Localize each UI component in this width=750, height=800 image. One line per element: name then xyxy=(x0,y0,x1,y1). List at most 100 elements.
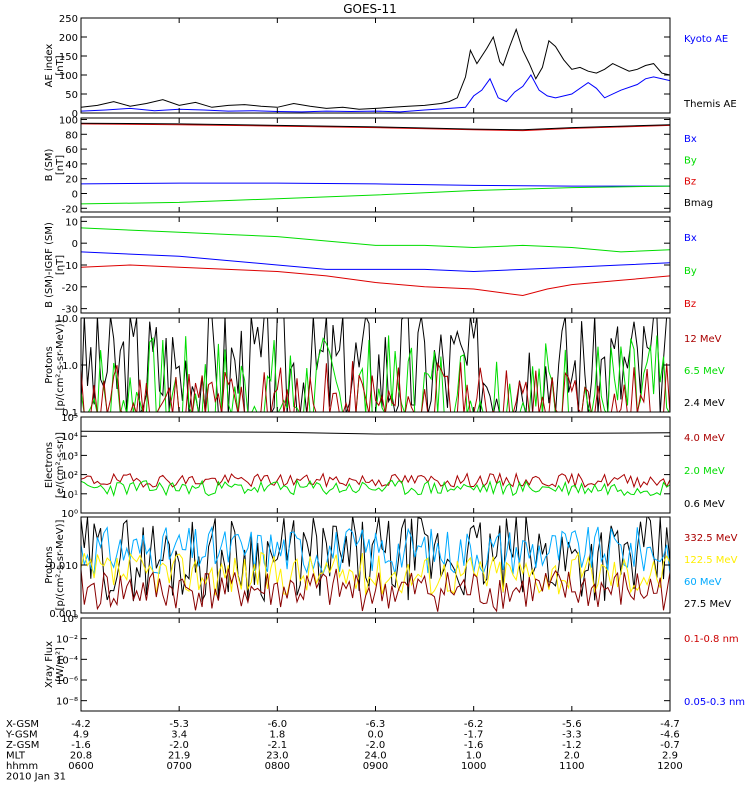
y-tick-label: 10⁰ xyxy=(61,614,78,625)
y-tick-label: 100 xyxy=(59,115,78,126)
ephem-value: 0600 xyxy=(68,761,93,772)
series-group xyxy=(81,430,670,498)
y-tick-label: 10.0 xyxy=(56,314,78,325)
y-tick-label: 10⁰ xyxy=(61,509,78,520)
y-tick-label: 50 xyxy=(65,90,78,101)
ephem-label: Y-GSM xyxy=(5,730,38,741)
ephem-value: 1.8 xyxy=(269,730,285,741)
legend-item: 12 MeV xyxy=(684,334,722,345)
ephem-value: 21.9 xyxy=(168,751,190,762)
ephem-value: 0700 xyxy=(166,761,191,772)
y-tick-label: 80 xyxy=(65,130,78,141)
y-tick-label: 200 xyxy=(59,33,78,44)
ephem-value: 0900 xyxy=(363,761,388,772)
plot-title: GOES-11 xyxy=(343,2,397,16)
series-bx xyxy=(81,251,670,273)
legend-item: 27.5 MeV xyxy=(684,599,731,610)
legend-item: Kyoto AE xyxy=(684,34,728,45)
legend-item: 6.5 MeV xyxy=(684,366,725,377)
y-tick-label: 10¹ xyxy=(61,490,78,501)
ephem-value: -6.2 xyxy=(464,719,484,730)
ephem-value: 1000 xyxy=(461,761,486,772)
plot-date: 2010 Jan 31 xyxy=(6,772,66,783)
y-axis-label: AE index[nT] xyxy=(44,44,66,88)
y-tick-label: 10⁻⁸ xyxy=(56,697,78,708)
ephem-value: 20.8 xyxy=(70,751,92,762)
legend-item: 2.0 MeV xyxy=(684,466,725,477)
legend-item: Themis AE xyxy=(683,99,737,110)
y-tick-label: -10 xyxy=(62,261,78,272)
ephem-value: -4.7 xyxy=(660,719,680,730)
ephem-value: 4.9 xyxy=(73,730,89,741)
ephem-value: 2.0 xyxy=(564,751,580,762)
y-axis-label: Protons[p/(cm²-s-sr-MeV)] xyxy=(44,319,66,410)
series-332-5-mev xyxy=(81,568,670,613)
y-tick-label: 10² xyxy=(61,471,78,482)
panel-electrons: 10⁰ 10¹ 10² 10³ 10⁴ 10⁵ Electrons[e/(cm²-s-sr)… xyxy=(44,413,725,520)
series-group xyxy=(81,227,670,297)
y-tick-label: 10⁻⁶ xyxy=(56,676,78,687)
y-tick-label: 10⁻⁴ xyxy=(56,655,78,666)
series-group xyxy=(81,27,670,113)
panel-xray: 10⁻⁸ 10⁻⁶ 10⁻⁴ 10⁻² 10⁰ Xray Flux[W/m²] 0.1-0.… xyxy=(44,614,745,712)
ephem-value: 0.0 xyxy=(368,730,384,741)
y-tick-label: 1.0 xyxy=(62,361,78,372)
ephem-label: MLT xyxy=(6,751,26,762)
ephemeris-table: X-GSM -4.2 -5.3 -6.0 -6.3 -6.2 -5.6 -4.7 Y-GSM 4.… xyxy=(5,719,683,783)
y-tick-label: 250 xyxy=(59,14,78,25)
ephem-label: hhmm xyxy=(6,761,38,772)
y-tick-label: 0.010 xyxy=(49,561,78,572)
ephem-value: -2.0 xyxy=(169,740,189,751)
ephem-value: 1100 xyxy=(559,761,584,772)
ephem-value: 24.0 xyxy=(364,751,386,762)
y-tick-label: -20 xyxy=(62,283,78,294)
series-by xyxy=(81,185,670,205)
ephem-value: -2.1 xyxy=(268,740,288,751)
legend-item: 0.05-0.3 nm xyxy=(684,697,745,708)
y-axis-label: Protons[p/(cm²-s-sr-MeV)] xyxy=(44,519,66,610)
series-2-0-mev xyxy=(81,479,670,498)
ephem-value: -5.3 xyxy=(169,719,189,730)
ephem-value: 3.4 xyxy=(171,730,187,741)
series-2-4-mev xyxy=(81,318,668,412)
series-bz xyxy=(81,123,670,132)
y-tick-label: 100 xyxy=(59,71,78,82)
series-kyoto-ae xyxy=(81,74,670,113)
legend-item: By xyxy=(684,266,697,277)
ephem-value: -1.7 xyxy=(464,730,484,741)
series-0-6-mev xyxy=(81,430,670,435)
y-tick-label: 20 xyxy=(65,175,78,186)
legend-item: 0.1-0.8 nm xyxy=(684,634,739,645)
ephem-value: -3.3 xyxy=(562,730,582,741)
series-bmag xyxy=(81,122,670,131)
y-axis-label: B (SM)-IGRF (SM)[nT] xyxy=(44,222,66,308)
y-tick-label: 10⁵ xyxy=(61,413,78,424)
series-themis-ae xyxy=(81,27,670,110)
y-tick-label: 40 xyxy=(65,160,78,171)
series-122-5-mev xyxy=(81,551,670,596)
y-tick-label: 0.001 xyxy=(49,609,78,620)
panel-b_sm: -20 0 20 40 60 80 100 B (SM)[nT] Bx By Bz Bmag xyxy=(44,115,713,215)
y-tick-label: 0 xyxy=(72,109,78,120)
ephem-value: -0.7 xyxy=(660,740,680,751)
y-tick-label: 150 xyxy=(59,52,78,63)
y-tick-label: 10³ xyxy=(61,451,78,462)
series-by xyxy=(81,227,670,253)
ephem-value: -1.2 xyxy=(562,740,582,751)
legend-item: By xyxy=(684,155,697,166)
y-tick-label: 10⁴ xyxy=(61,432,78,443)
panel-ae: 0 50 100 150 200 250 AE index[nT] Kyoto AE Themi… xyxy=(44,14,737,120)
legend-item: 122.5 MeV xyxy=(684,555,738,566)
panels: 0 50 100 150 200 250 AE index[nT] Kyoto AE Themi… xyxy=(44,14,745,712)
series-4-0-mev xyxy=(81,471,670,489)
series-bz xyxy=(81,264,670,297)
y-tick-label: -30 xyxy=(62,305,78,316)
y-tick-label: 10⁻² xyxy=(56,635,78,646)
ephem-value: 1.0 xyxy=(466,751,482,762)
ephem-value: 0800 xyxy=(265,761,290,772)
series-60-mev xyxy=(81,525,670,576)
legend-item: 0.6 MeV xyxy=(684,499,725,510)
ephem-value: -5.6 xyxy=(562,719,582,730)
legend-item: Bmag xyxy=(684,198,713,209)
